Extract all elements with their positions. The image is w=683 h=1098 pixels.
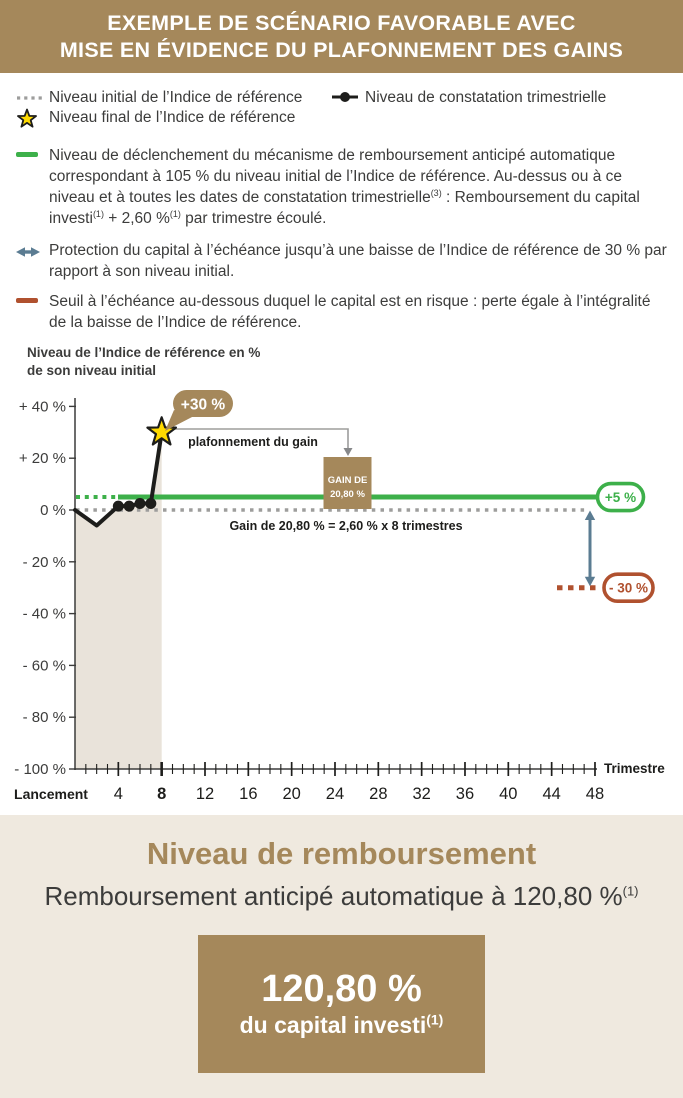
y-tick-label: + 40 % — [19, 398, 66, 415]
legend-label-risk: Seuil à l’échéance au-dessous duquel le … — [49, 293, 651, 331]
x-tick-label: 36 — [456, 785, 474, 803]
capital-box: 120,80 % du capital investi(1) — [198, 935, 485, 1073]
double-arrow-icon — [16, 240, 43, 258]
redemption-line: Remboursement anticipé automatique à 120… — [0, 881, 683, 912]
y-tick-label: - 60 % — [23, 657, 66, 674]
capital-box-value: 120,80 % — [261, 968, 422, 1010]
trigger-text-3: + 2,60 % — [103, 210, 170, 227]
trigger-sup-3: (1) — [169, 208, 181, 219]
protection-arrowhead-down — [584, 576, 596, 587]
gain-formula: Gain de 20,80 % = 2,60 % x 8 trimestres — [229, 519, 462, 533]
trigger-text-2: : Remboursement du capital investi — [49, 189, 640, 227]
trigger-sup-2: (1) — [92, 208, 104, 219]
x-tick-label: 28 — [369, 785, 387, 803]
y-tick-label: + 20 % — [19, 450, 66, 467]
page-title-line1: EXEMPLE DE SCÉNARIO FAVORABLE AVEC — [107, 10, 576, 35]
x-tick-label: 20 — [282, 785, 300, 803]
x-tick-label: 16 — [239, 785, 257, 803]
cap-arrowhead — [343, 448, 353, 456]
legend-row-1: Niveau initial de l’Indice de référence … — [16, 88, 669, 108]
legend-label-initial-level: Niveau initial de l’Indice de référence — [49, 89, 303, 106]
final-star-icon — [146, 416, 178, 446]
observation-dot — [145, 498, 157, 510]
gain-box-line2: 20,80 % — [330, 489, 365, 500]
x-tick-label: 24 — [326, 785, 344, 803]
risk-pill-label: - 30 % — [609, 581, 648, 596]
star-glyph — [17, 108, 37, 128]
y-tick-label: - 20 % — [23, 554, 66, 571]
observation-dot — [123, 500, 135, 512]
cap-label: plafonnement du gain — [188, 435, 318, 449]
trigger-pill — [595, 481, 646, 513]
header-banner: EXEMPLE DE SCÉNARIO FAVORABLE AVEC MISE … — [0, 0, 683, 73]
risk-pill — [602, 572, 655, 603]
line-dot-icon — [332, 88, 359, 103]
redemption-section: Niveau de remboursement Remboursement an… — [0, 815, 683, 1098]
capital-box-label: du capital investi(1) — [240, 1010, 444, 1040]
chart-title-line2: de son niveau initial — [27, 363, 156, 378]
gain-box-line1: GAIN DE — [328, 475, 368, 486]
trigger-text-4: par trimestre écoulé. — [180, 210, 327, 227]
shaded-region — [75, 432, 162, 769]
dotted-line-icon — [16, 88, 43, 102]
x-tick-label: 44 — [542, 785, 560, 803]
observation-dot — [134, 498, 146, 510]
legend-item-risk: Seuil à l’échéance au-dessous duquel le … — [16, 291, 669, 333]
legend: Niveau initial de l’Indice de référence … — [0, 73, 683, 340]
redemption-title: Niveau de remboursement — [146, 836, 537, 871]
capital-box-label-text: du capital investi — [239, 1012, 427, 1038]
legend-item-initial-level: Niveau initial de l’Indice de référence — [16, 88, 332, 108]
callout-label: +30 % — [181, 397, 226, 414]
y-tick-label: - 40 % — [23, 606, 66, 623]
legend-label-final-level: Niveau final de l’Indice de référence — [49, 109, 296, 126]
chart-area: Niveau de l’Indice de référence en % de s… — [0, 340, 683, 815]
redemption-text: Remboursement anticipé automatique à 120… — [44, 881, 623, 911]
red-line-icon — [16, 291, 43, 303]
legend-item-trigger: Niveau de déclenchement du mécanisme de … — [16, 145, 669, 229]
legend-item-quarterly-observation: Niveau de constatation trimestrielle — [332, 88, 606, 108]
x-tick-label: 32 — [412, 785, 430, 803]
gain-box — [323, 457, 372, 509]
legend-label-trigger: Niveau de déclenchement du mécanisme de … — [49, 145, 669, 229]
x-tick-label: 48 — [586, 785, 604, 803]
x-axis-title: Trimestre — [604, 761, 665, 776]
legend-item-final-level: Niveau final de l’Indice de référence — [16, 108, 669, 129]
y-tick-label: 0 % — [40, 502, 66, 519]
x-tick-label: 4 — [114, 785, 123, 803]
redemption-sup: (1) — [622, 883, 639, 899]
cap-connector — [174, 428, 349, 448]
star-icon — [16, 108, 43, 129]
y-tick-label: - 100 % — [14, 761, 66, 778]
trigger-pill-label: +5 % — [605, 490, 636, 505]
x-tick-label: 8 — [157, 785, 166, 803]
callout-bubble — [173, 390, 233, 417]
y-tick-label: - 80 % — [23, 709, 66, 726]
x-tick-label: 40 — [499, 785, 517, 803]
trigger-sup-1: (3) — [430, 187, 442, 198]
trigger-text-1: Niveau de déclenchement du mécanisme de … — [49, 147, 623, 206]
legend-label-quarterly-observation: Niveau de constatation trimestrielle — [365, 89, 607, 106]
legend-item-protection: Protection du capital à l’échéance jusqu… — [16, 240, 669, 282]
chart-title-line1: Niveau de l’Indice de référence en % — [27, 345, 260, 360]
page-title-line2: MISE EN ÉVIDENCE DU PLAFONNEMENT DES GAI… — [59, 37, 624, 62]
scenario-chart: Niveau de l’Indice de référence en % de s… — [14, 345, 665, 803]
x-tick-label: 12 — [196, 785, 214, 803]
observation-dot — [112, 500, 124, 512]
capital-box-sup: (1) — [426, 1011, 444, 1028]
x-label-origin: Lancement — [14, 786, 88, 802]
green-line-icon — [16, 145, 43, 157]
protection-arrowhead-up — [584, 510, 596, 520]
legend-label-protection: Protection du capital à l’échéance jusqu… — [49, 242, 667, 280]
